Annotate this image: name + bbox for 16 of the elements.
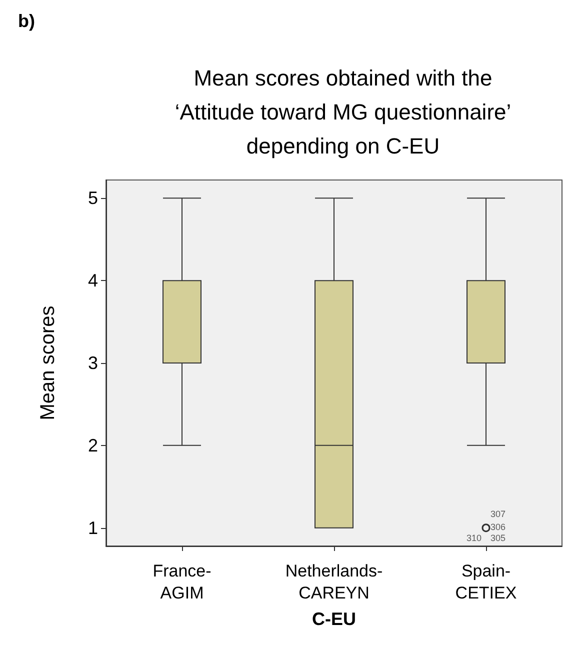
annotation: 307	[490, 508, 506, 519]
text: b)	[18, 11, 35, 31]
x-tick-label: France-AGIM	[152, 562, 212, 602]
annotation: 306	[490, 522, 506, 532]
y-tick-label: 1	[88, 518, 98, 538]
annotation: 310	[466, 532, 482, 543]
y-tick-label: 2	[88, 435, 98, 456]
y-tick-label: 3	[88, 353, 98, 373]
x-tick-label: Spain-CETIEX	[455, 562, 517, 602]
chart-title: Mean scores obtained with the ‘Attitude toward MG questionnaire’ depending on C-EU	[174, 66, 512, 158]
x-tick-label: Netherlands-CAREYN	[285, 562, 383, 602]
y-tick-label: 4	[88, 270, 98, 291]
y-tick-label: 5	[88, 188, 98, 208]
y-axis-title: Mean scores	[37, 306, 59, 420]
annotation: 305	[490, 532, 506, 543]
x-axis-title: C-EU	[312, 609, 356, 629]
